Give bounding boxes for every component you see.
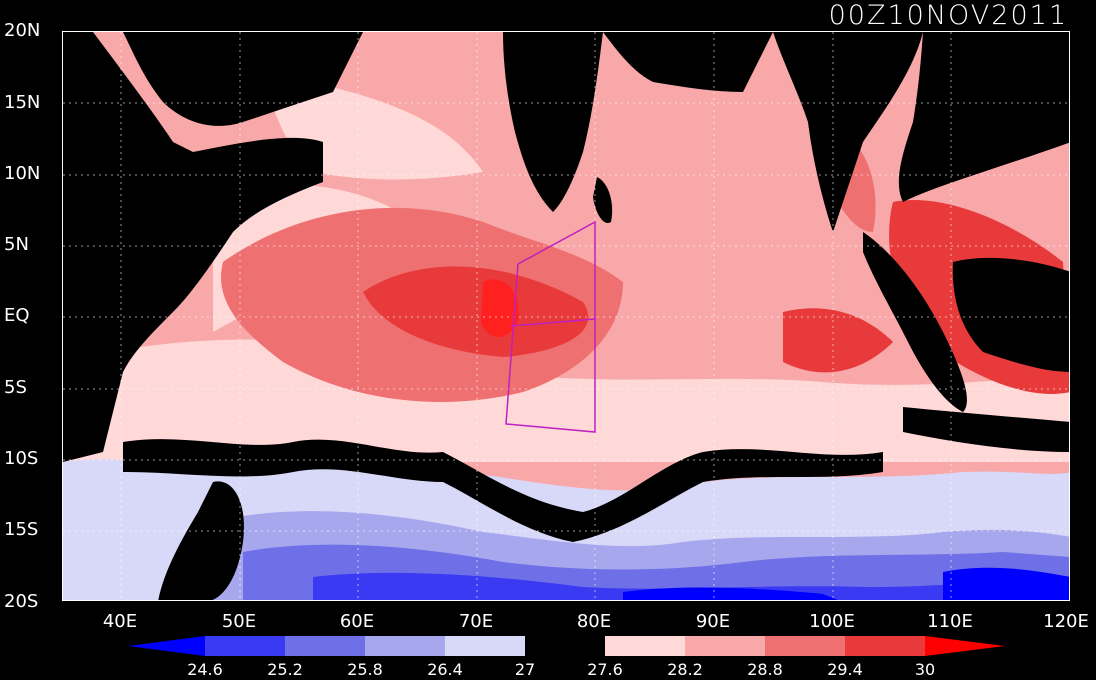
lon-label-60e: 60E — [339, 611, 375, 632]
lat-label-10s: 10S — [4, 448, 39, 469]
colorbar-tick-4: 27 — [515, 660, 535, 679]
lon-label-40e: 40E — [102, 611, 138, 632]
lat-label-eq: EQ — [4, 305, 30, 326]
sea-coldest-southeast — [943, 567, 1069, 600]
colorbar: 24.6 25.2 25.8 26.4 27 27.6 28.2 28.8 29… — [128, 636, 1005, 679]
bengal-coast-landmass — [603, 32, 773, 92]
lon-label-70e: 70E — [458, 611, 494, 632]
colorbar-tick-1: 25.2 — [267, 660, 303, 679]
study-region-box — [505, 220, 596, 433]
sea-coldest-south — [623, 587, 838, 600]
colorbar-tick-8: 29.4 — [827, 660, 863, 679]
lat-label-20s: 20S — [4, 591, 39, 612]
madagascar-landmass — [158, 481, 244, 600]
borneo-landmass — [952, 257, 1069, 372]
lon-label-90e: 90E — [695, 611, 731, 632]
srilanka-landmass — [593, 177, 613, 223]
colorbar-seg-5 — [525, 636, 605, 656]
sea-warmest-central — [363, 266, 589, 357]
map-gridlines — [63, 32, 1069, 600]
lon-label-80e: 80E — [576, 611, 612, 632]
sea-warmest-sumatra — [783, 308, 893, 373]
lat-label-10n: 10N — [4, 163, 41, 184]
colorbar-seg-2 — [285, 636, 365, 656]
lat-label-5n: 5N — [4, 234, 29, 255]
lon-label-50e: 50E — [221, 611, 257, 632]
colorbar-seg-9 — [845, 636, 925, 656]
colorbar-seg-7 — [685, 636, 765, 656]
java-landmass — [903, 407, 1069, 452]
colorbar-seg-4 — [445, 636, 525, 656]
sea-cool4-south — [313, 572, 1069, 600]
colorbar-seg-1 — [205, 636, 285, 656]
missing-data-band — [123, 439, 883, 542]
colorbar-seg-3 — [365, 636, 445, 656]
indochina-landmass — [898, 32, 1069, 202]
myanmar-landmass — [773, 32, 923, 232]
colorbar-tick-3: 26.4 — [427, 660, 463, 679]
lat-label-5s: 5S — [4, 377, 27, 398]
africa-landmass — [63, 32, 323, 462]
lon-label-120e: 120E — [1043, 611, 1089, 632]
colorbar-tick-6: 28.2 — [667, 660, 703, 679]
colorbar-tick-2: 25.8 — [347, 660, 383, 679]
colorbar-seg-8 — [765, 636, 845, 656]
colorbar-seg-6 — [605, 636, 685, 656]
colorbar-tick-7: 28.8 — [747, 660, 783, 679]
sea-hotspot-maldives — [481, 279, 519, 337]
colorbar-arrow-left — [128, 636, 205, 656]
colorbar-arrow-right — [925, 636, 1005, 656]
lon-label-110e: 110E — [927, 611, 973, 632]
colorbar-tick-0: 24.6 — [187, 660, 223, 679]
sumatra-landmass — [863, 232, 967, 412]
lon-label-100e: 100E — [809, 611, 855, 632]
colorbar-tick-5: 27.6 — [587, 660, 623, 679]
lat-label-15s: 15S — [4, 519, 39, 540]
lat-label-15n: 15N — [4, 92, 41, 113]
lat-label-20n: 20N — [4, 20, 41, 41]
india-landmass — [503, 32, 603, 212]
colorbar-tick-9: 30 — [915, 660, 935, 679]
sst-map — [62, 31, 1070, 601]
arabia-landmass — [123, 32, 363, 126]
sst-map-canvas — [63, 32, 1069, 600]
timestamp-label: 00Z10NOV2011 — [828, 0, 1068, 31]
